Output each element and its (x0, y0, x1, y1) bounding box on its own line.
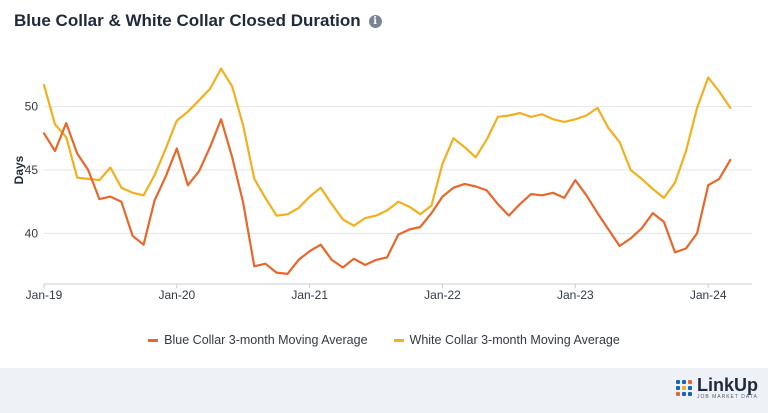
series-line (42, 67, 732, 227)
series-line (42, 118, 732, 275)
series-lines (42, 67, 732, 275)
brand-logo: LinkUp JOB MARKET DATA (676, 376, 758, 400)
x-tick-label: Jan-23 (557, 288, 594, 302)
x-tick-label: Jan-21 (291, 288, 328, 302)
y-tick-label: 45 (25, 163, 39, 177)
chart-card: Blue Collar & White Collar Closed Durati… (0, 0, 768, 368)
x-tick-label: Jan-19 (26, 288, 63, 302)
x-tick-label: Jan-22 (424, 288, 461, 302)
legend-label-blue-collar: Blue Collar 3-month Moving Average (164, 333, 368, 347)
x-tick-label: Jan-20 (158, 288, 195, 302)
axes: 40 45 50 Jan-19 Jan-20 Jan-21 Jan-22 Jan-23 Jan-… (12, 100, 752, 302)
y-axis-label: Days (12, 155, 26, 184)
legend-swatch-white-collar (393, 338, 404, 342)
brand-tagline: JOB MARKET DATA (697, 394, 758, 400)
y-tick-label: 40 (25, 226, 39, 240)
title-row: Blue Collar & White Collar Closed Durati… (14, 11, 382, 31)
legend-item-blue-collar[interactable]: Blue Collar 3-month Moving Average (148, 333, 368, 347)
legend-item-white-collar[interactable]: White Collar 3-month Moving Average (393, 333, 620, 347)
grid-lines (44, 106, 752, 234)
info-icon[interactable]: i (368, 14, 382, 28)
x-tick-label: Jan-24 (690, 288, 727, 302)
chart-title: Blue Collar & White Collar Closed Durati… (14, 11, 361, 30)
y-tick-label: 50 (25, 100, 39, 114)
legend-swatch-blue-collar (148, 338, 159, 342)
linkup-logo-icon (676, 380, 692, 396)
brand-name: LinkUp (697, 375, 758, 395)
legend-label-white-collar: White Collar 3-month Moving Average (409, 333, 620, 347)
legend: Blue Collar 3-month Moving Average White… (0, 333, 768, 347)
line-chart: 40 45 50 Jan-19 Jan-20 Jan-21 Jan-22 Jan-23 Jan-… (12, 67, 752, 302)
